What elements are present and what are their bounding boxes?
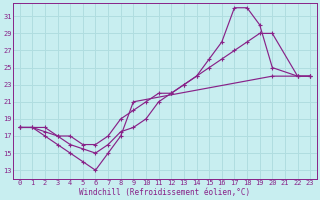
X-axis label: Windchill (Refroidissement éolien,°C): Windchill (Refroidissement éolien,°C) bbox=[79, 188, 251, 197]
